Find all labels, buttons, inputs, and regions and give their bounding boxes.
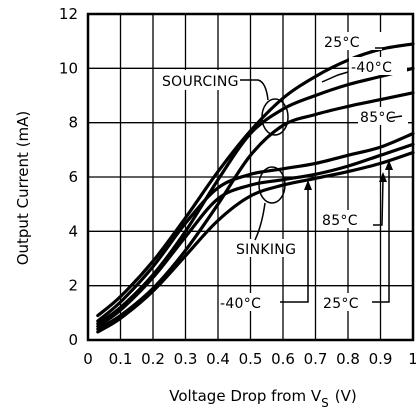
x-axis-label: Voltage Drop from VS (V) [169,387,356,408]
leader-sinking-85 [373,177,384,226]
leader-sourcing-25 [375,44,401,49]
y-tick-label: 10 [59,59,78,77]
sinking-ellipse [258,166,286,204]
y-tick-label: 2 [68,277,78,295]
label-box-sourcing-m40 [349,57,407,75]
x-tick-label: 0 [83,350,93,368]
series-layer [96,42,415,334]
arrow-sinking-m40 [304,180,312,190]
y-axis-label: Output Current (mA) [14,111,32,266]
label-sinking-85: 85°C [322,213,358,229]
x-tick-label: 0.8 [336,350,360,368]
label-sinking: SINKING [236,242,296,258]
x-tick-label: 0.9 [369,350,393,368]
x-tick-label: 0.4 [206,350,230,368]
y-tick-label: 8 [68,114,78,132]
label-sourcing: SOURCING [162,74,239,90]
sinking-leader [254,202,266,241]
x-tick-label: 0.5 [239,350,263,368]
x-axis-label-unit: (V) [335,387,357,405]
sourcing-leader [240,79,269,101]
sourcing-ellipse [261,98,289,136]
series-line-sinking [96,142,415,328]
label-box-sinking-m40 [219,293,281,311]
leader-sinking-m40 [280,186,309,303]
label-box-sourcing-25 [320,32,382,50]
arrowheads [304,160,393,190]
x-tick-label: 1 [408,350,416,368]
x-tick-label: 0.6 [271,350,295,368]
x-tick-label: 0.3 [174,350,198,368]
x-axis-label-main: Voltage Drop from V [169,387,322,405]
y-tick-label: 6 [68,168,78,186]
leader-sinking-25 [372,166,390,303]
y-tick-label: 4 [68,222,78,240]
leader-sourcing-85 [388,115,403,119]
y-tick-label: 0 [68,331,78,349]
label-box-sinking-25 [322,293,374,311]
label-sourcing-25: 25°C [324,35,360,51]
annotations [240,44,403,303]
plot-frame [86,12,415,342]
label-sinking-25: 25°C [323,296,359,312]
series-line-sourcing [96,91,415,331]
label-sourcing-m40: -40°C [351,60,392,76]
series-line-sinking [96,131,415,323]
leader-sourcing-m40 [321,71,349,83]
label-sourcing-85: 85°C [360,110,396,126]
arrow-sinking-25 [385,160,393,170]
series-line-sourcing [96,42,415,318]
x-tick-label: 0.1 [109,350,133,368]
x-tick-label: 0.2 [141,350,165,368]
series-line-sinking [96,150,415,334]
series-line-sourcing [96,66,415,326]
label-sinking-m40: -40°C [220,296,261,312]
label-box-sinking-85 [320,210,374,228]
label-box-sourcing-85 [358,107,408,125]
y-tick-label: 12 [59,5,78,23]
label-box-sinking [234,239,304,257]
x-tick-label: 0.7 [304,350,328,368]
label-box-sourcing [159,70,239,90]
x-axis-label-sub: S [321,396,329,408]
arrow-sinking-85 [379,172,387,182]
